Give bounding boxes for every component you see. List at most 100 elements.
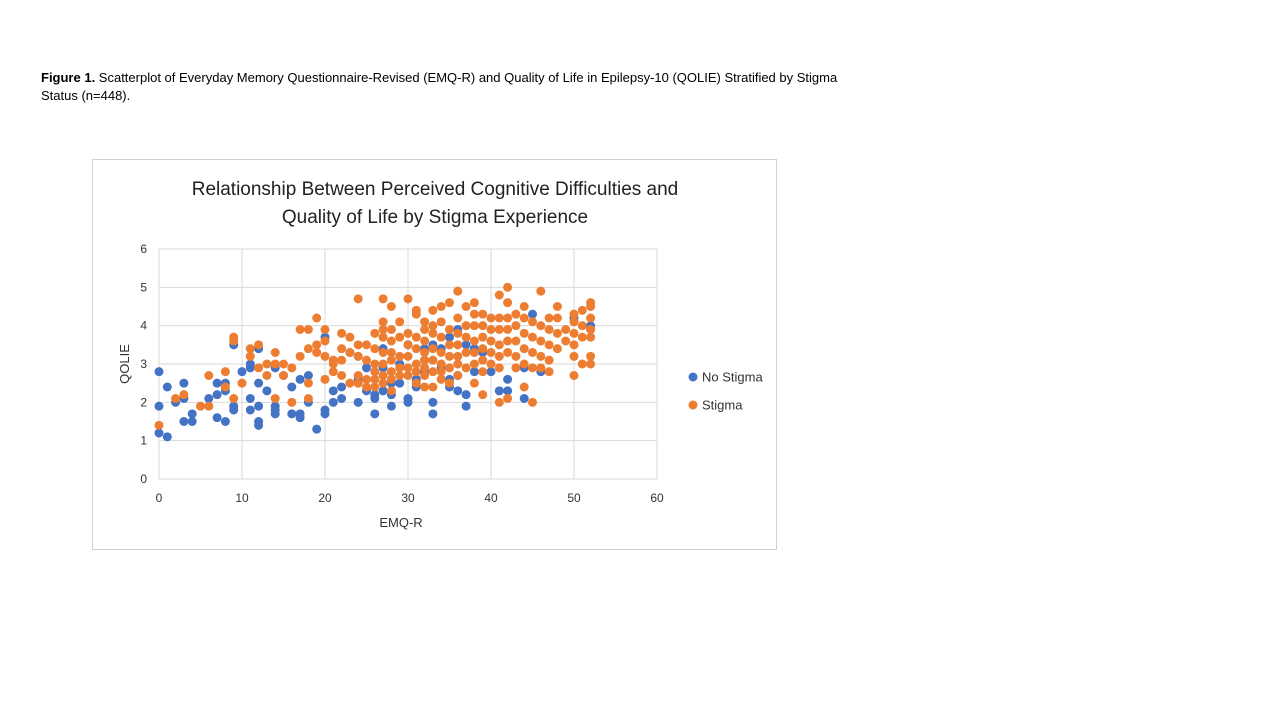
point-stigma [478, 344, 488, 354]
point-stigma [503, 298, 513, 308]
point-stigma [411, 344, 421, 354]
point-no-stigma [154, 367, 164, 377]
point-stigma [503, 348, 513, 357]
point-stigma [345, 348, 355, 357]
point-stigma [320, 351, 330, 361]
point-no-stigma [428, 409, 438, 419]
point-stigma [503, 325, 513, 334]
figure-caption: Figure 1. Scatterplot of Everyday Memory… [41, 69, 871, 105]
point-stigma [428, 305, 438, 315]
point-stigma [453, 359, 463, 369]
point-stigma [245, 344, 255, 354]
point-stigma [445, 298, 454, 308]
chart-frame: Relationship Between Perceived Cognitive… [92, 159, 777, 550]
point-no-stigma [187, 409, 197, 419]
point-stigma [436, 374, 446, 384]
point-stigma [552, 313, 562, 323]
point-stigma [486, 325, 496, 334]
point-stigma [586, 325, 596, 334]
point-stigma [312, 340, 322, 350]
chart-title-line-2: Quality of Life by Stigma Experience [282, 207, 588, 228]
point-stigma [536, 336, 546, 346]
point-stigma [287, 397, 297, 407]
point-stigma [411, 309, 421, 319]
point-stigma [353, 371, 363, 380]
point-stigma [428, 382, 438, 392]
point-no-stigma [245, 405, 255, 415]
point-stigma [552, 328, 562, 338]
point-stigma [420, 363, 430, 373]
point-stigma [577, 321, 587, 331]
point-no-stigma [312, 424, 322, 434]
y-tick-label: 6 [140, 242, 147, 256]
point-no-stigma [162, 382, 172, 392]
point-stigma [362, 355, 371, 365]
point-stigma [453, 351, 463, 361]
x-tick-label: 0 [156, 491, 163, 505]
point-stigma [362, 382, 371, 392]
point-stigma [536, 351, 546, 361]
point-stigma [303, 378, 313, 388]
figure-caption-text: Scatterplot of Everyday Memory Questionn… [41, 70, 838, 103]
point-stigma [196, 401, 205, 411]
point-stigma [403, 294, 413, 304]
point-stigma [586, 332, 596, 342]
point-stigma [403, 371, 413, 380]
y-tick-label: 2 [140, 395, 147, 409]
point-no-stigma [179, 378, 189, 388]
point-stigma [453, 286, 463, 296]
point-stigma [362, 340, 371, 350]
point-no-stigma [386, 401, 396, 411]
point-stigma [420, 348, 430, 357]
point-stigma [279, 371, 288, 380]
point-stigma [420, 382, 430, 392]
point-stigma [303, 344, 313, 354]
point-no-stigma [303, 371, 313, 380]
point-stigma [370, 359, 380, 369]
point-no-stigma [353, 397, 363, 407]
point-stigma [494, 290, 504, 300]
point-no-stigma [254, 401, 264, 411]
point-stigma [494, 397, 504, 407]
point-stigma [519, 302, 529, 311]
point-stigma [569, 309, 579, 319]
point-stigma [378, 294, 388, 304]
point-stigma [478, 321, 488, 331]
point-stigma [378, 325, 388, 334]
point-stigma [469, 378, 479, 388]
x-axis-title: EMQ-R [379, 515, 422, 530]
point-stigma [337, 355, 347, 365]
x-tick-label: 40 [484, 491, 498, 505]
point-stigma [420, 317, 430, 327]
point-stigma [279, 359, 288, 369]
x-tick-label: 10 [235, 491, 249, 505]
point-stigma [411, 359, 421, 369]
point-stigma [420, 336, 430, 346]
point-no-stigma [328, 397, 338, 407]
point-stigma [469, 309, 479, 319]
point-stigma [171, 394, 181, 403]
point-no-stigma [212, 378, 222, 388]
point-stigma [428, 367, 438, 377]
point-stigma [386, 302, 396, 311]
point-stigma [486, 336, 496, 346]
point-no-stigma [262, 386, 272, 396]
point-stigma [511, 321, 521, 331]
legend-label-stigma: Stigma [702, 398, 743, 413]
point-stigma [445, 378, 454, 388]
point-no-stigma [295, 374, 305, 384]
point-stigma [370, 374, 380, 384]
point-no-stigma [528, 309, 537, 319]
point-no-stigma [337, 382, 347, 392]
point-stigma [395, 332, 405, 342]
point-stigma [478, 309, 488, 319]
point-stigma [436, 359, 446, 369]
point-stigma [386, 336, 396, 346]
point-stigma [561, 325, 571, 334]
point-stigma [411, 367, 421, 377]
x-tick-label: 30 [401, 491, 415, 505]
point-stigma [577, 305, 587, 315]
x-tick-label: 20 [318, 491, 332, 505]
point-stigma [337, 344, 347, 354]
point-stigma [220, 367, 230, 377]
